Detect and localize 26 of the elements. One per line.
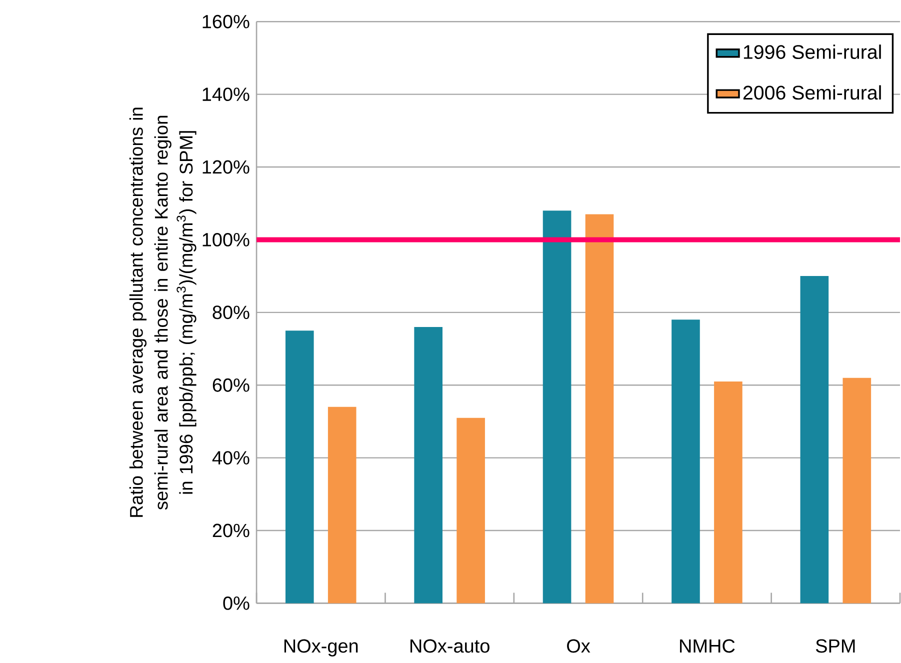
bar xyxy=(542,210,572,604)
legend-label: 1996 Semi-rural xyxy=(744,44,881,59)
y-tick-label: 80% xyxy=(212,306,250,320)
bar xyxy=(714,381,742,604)
x-tick-label: SPM xyxy=(816,639,855,653)
bar xyxy=(456,418,485,604)
y-tick-label: 0% xyxy=(223,596,250,610)
y-tick-label: 140% xyxy=(202,88,250,101)
y-tick-label: 160% xyxy=(202,14,250,28)
y-tick-label: 120% xyxy=(202,160,250,174)
x-tick-label: NOx-gen xyxy=(284,639,358,656)
bar xyxy=(285,330,314,604)
bar xyxy=(842,378,872,604)
x-tick-label: NOx-auto xyxy=(410,639,490,653)
bar xyxy=(414,326,442,604)
x-tick-label: Ox xyxy=(567,639,590,653)
y-tick-label: 40% xyxy=(212,451,250,464)
bar xyxy=(800,276,829,604)
y-tick-label: 60% xyxy=(212,378,250,392)
bar xyxy=(585,214,614,604)
bar xyxy=(328,406,356,604)
legend-label: 2006 Semi-rural xyxy=(743,85,881,100)
y-tick-label: 100% xyxy=(202,232,250,246)
y-tick-label: 20% xyxy=(212,524,250,538)
x-tick-label: NMHC xyxy=(680,639,735,653)
bar xyxy=(672,320,700,604)
